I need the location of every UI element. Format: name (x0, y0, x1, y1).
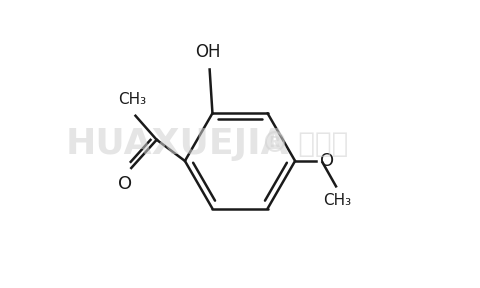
Text: OH: OH (195, 43, 221, 61)
Text: ® 化学加: ® 化学加 (261, 130, 348, 158)
Text: CH₃: CH₃ (324, 194, 351, 209)
Text: CH₃: CH₃ (119, 92, 147, 107)
Text: O: O (118, 175, 132, 193)
Text: HUAXUEJIA: HUAXUEJIA (66, 127, 289, 161)
Text: O: O (320, 152, 334, 170)
